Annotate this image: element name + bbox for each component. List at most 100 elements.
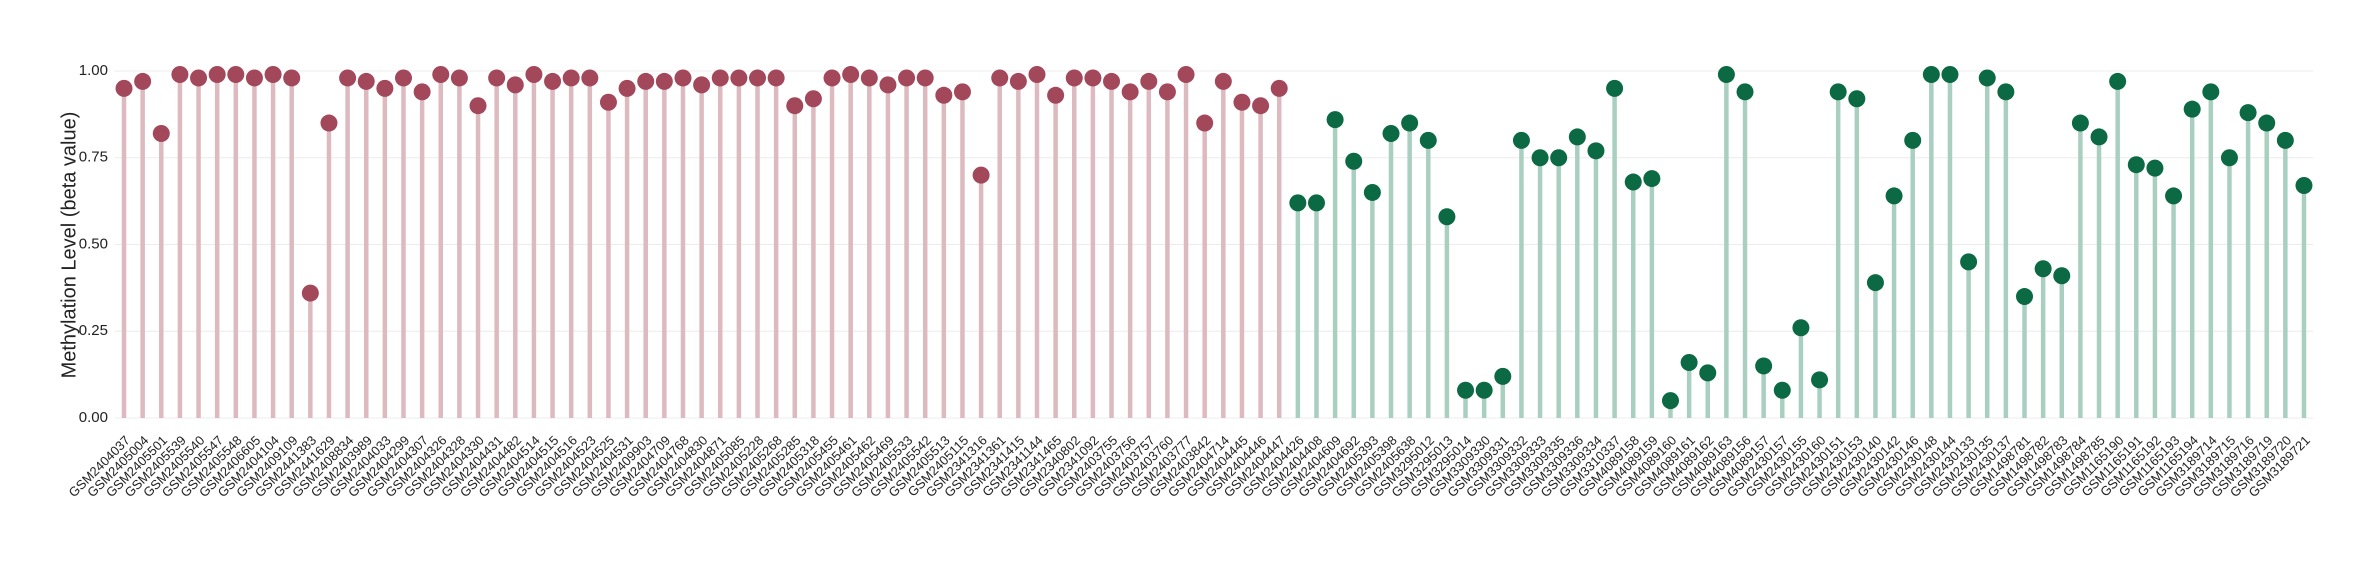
dot — [2071, 114, 2089, 132]
dot — [1196, 114, 1214, 132]
dot — [413, 83, 431, 101]
dot — [898, 69, 916, 87]
dot — [245, 69, 263, 87]
dot — [1606, 79, 1624, 97]
dot — [674, 69, 692, 87]
dot — [1438, 208, 1456, 226]
dot — [1158, 83, 1176, 101]
y-tick-label: 0.50 — [79, 235, 108, 252]
dot — [1550, 149, 1568, 167]
dot — [1326, 111, 1344, 129]
dot — [1568, 128, 1586, 146]
dot — [1531, 149, 1549, 167]
y-tick-label: 0.75 — [79, 149, 108, 166]
y-tick-label: 0.25 — [79, 322, 108, 339]
dot — [1717, 65, 1735, 83]
dot — [1997, 83, 2015, 101]
dot — [693, 76, 711, 94]
dot — [842, 65, 860, 83]
dot — [2016, 288, 2034, 306]
dot — [190, 69, 208, 87]
dot — [1345, 152, 1363, 170]
dot — [301, 284, 319, 302]
y-tick-label: 0.00 — [79, 409, 108, 426]
dot — [1736, 83, 1754, 101]
dot — [134, 72, 152, 90]
dot — [1680, 353, 1698, 371]
dot — [637, 72, 655, 90]
dot — [767, 69, 785, 87]
dot — [1661, 392, 1679, 410]
dot — [152, 124, 170, 142]
dot — [1233, 93, 1251, 111]
dot — [1494, 367, 1512, 385]
dot — [394, 69, 412, 87]
dot — [1084, 69, 1102, 87]
dot — [227, 65, 245, 83]
dot — [2276, 131, 2294, 149]
dot — [730, 69, 748, 87]
dot — [1065, 69, 1083, 87]
dot — [1382, 124, 1400, 142]
dot — [2239, 104, 2257, 122]
dot — [2258, 114, 2276, 132]
dot — [115, 79, 133, 97]
dot — [1960, 253, 1978, 271]
grid — [114, 70, 2314, 419]
dot — [1866, 274, 1884, 292]
dot — [1457, 381, 1475, 399]
dot — [711, 69, 729, 87]
dot — [823, 69, 841, 87]
dot — [1699, 364, 1717, 382]
dot — [1009, 72, 1027, 90]
dot — [1028, 65, 1046, 83]
dot — [283, 69, 301, 87]
dot — [860, 69, 878, 87]
dot — [1289, 194, 1307, 212]
dot — [562, 69, 580, 87]
dot — [1904, 131, 1922, 149]
dot — [935, 86, 953, 104]
dot — [1307, 194, 1325, 212]
dot — [2146, 159, 2164, 177]
dot — [972, 166, 990, 184]
dot — [320, 114, 338, 132]
dot — [1121, 83, 1139, 101]
dot — [264, 65, 282, 83]
dot — [2165, 187, 2183, 205]
dot — [1047, 86, 1065, 104]
dot — [525, 65, 543, 83]
dot — [991, 69, 1009, 87]
dot — [1885, 187, 1903, 205]
dot — [1922, 65, 1940, 83]
dot — [1401, 114, 1419, 132]
dot — [1755, 357, 1773, 375]
dot — [2053, 267, 2071, 285]
dot — [469, 97, 487, 115]
dot — [1829, 83, 1847, 101]
dot — [488, 69, 506, 87]
dot — [2127, 156, 2145, 174]
dot — [1252, 97, 1270, 115]
dot — [1643, 170, 1661, 188]
dot — [1941, 65, 1959, 83]
dot — [786, 97, 804, 115]
dot — [1140, 72, 1158, 90]
dot — [1363, 183, 1381, 201]
dot — [450, 69, 468, 87]
y-axis-label: Methylation Level (beta value) — [58, 112, 80, 379]
dot — [1624, 173, 1642, 191]
dot — [879, 76, 897, 94]
dot — [1773, 381, 1791, 399]
dot — [376, 79, 394, 97]
dot — [804, 90, 822, 108]
dot — [339, 69, 357, 87]
dot — [1811, 371, 1829, 389]
dot — [506, 76, 524, 94]
dot — [171, 65, 189, 83]
y-tick-label: 1.00 — [79, 62, 108, 79]
dot — [2220, 149, 2238, 167]
dot — [208, 65, 226, 83]
dot — [544, 72, 562, 90]
